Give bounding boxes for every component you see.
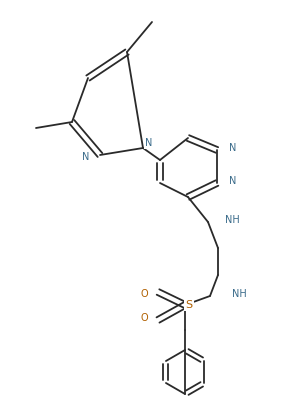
- Text: N: N: [82, 152, 90, 162]
- Text: S: S: [186, 300, 193, 310]
- Text: O: O: [140, 289, 148, 299]
- Text: N: N: [229, 143, 237, 153]
- Text: O: O: [140, 313, 148, 323]
- Text: N: N: [229, 176, 237, 186]
- Text: NH: NH: [225, 215, 240, 225]
- Text: N: N: [145, 138, 153, 148]
- Text: NH: NH: [232, 289, 247, 299]
